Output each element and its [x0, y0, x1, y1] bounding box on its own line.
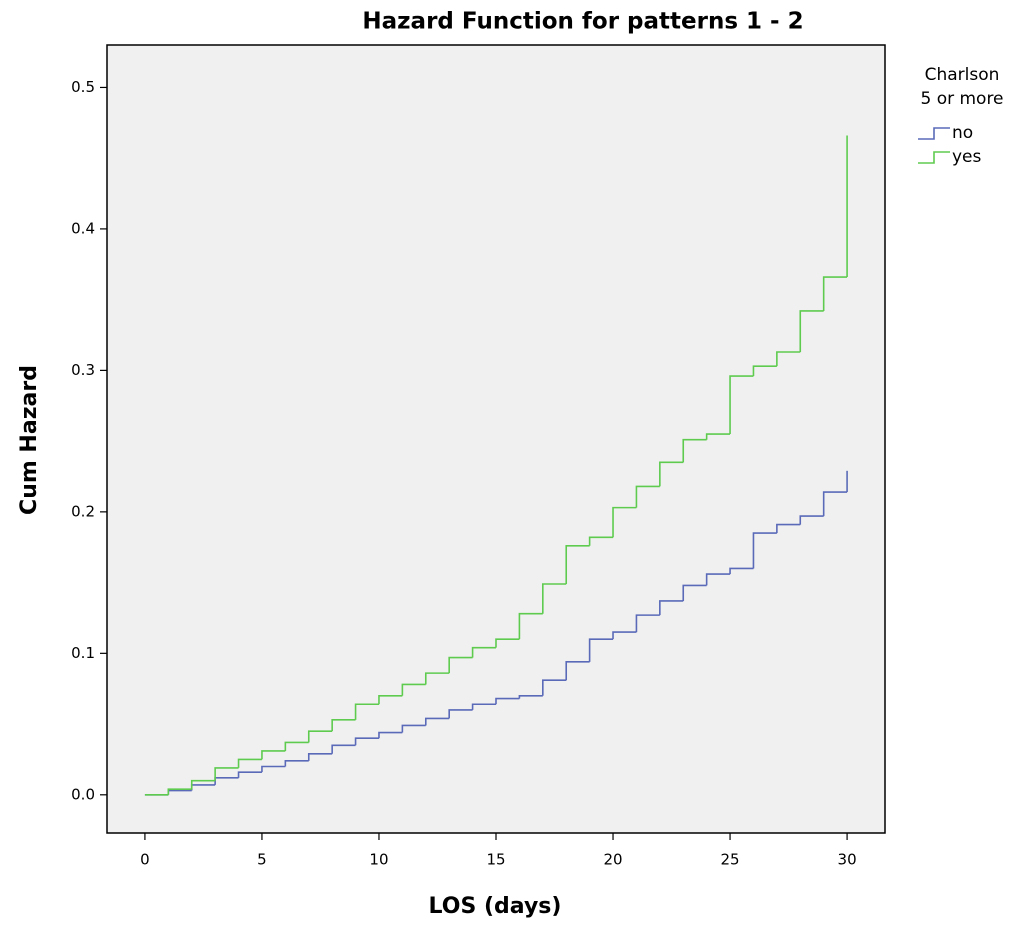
- step-segment: [565, 545, 590, 585]
- step-segment: [378, 694, 403, 705]
- y-tick-label: 0.4: [71, 219, 95, 237]
- legend-title: 5 or more: [920, 89, 1003, 109]
- step-segment: [331, 719, 356, 732]
- step-segment: [424, 717, 450, 726]
- step-segment: [190, 779, 216, 790]
- step-segment: [635, 485, 660, 508]
- step-segment: [729, 567, 754, 575]
- step-segment: [424, 672, 450, 685]
- step-segment: [705, 573, 731, 586]
- step-segment: [705, 433, 731, 440]
- step-segment: [401, 724, 426, 733]
- x-tick-label: 0: [140, 851, 150, 869]
- x-tick-label: 5: [257, 851, 267, 869]
- plot-area: [106, 44, 886, 834]
- step-segment: [378, 731, 403, 739]
- step-segment: [471, 646, 496, 658]
- legend-label: no: [952, 123, 973, 143]
- step-segment: [471, 703, 496, 710]
- y-axis-title: Cum Hazard: [17, 365, 42, 515]
- step-segment: [448, 709, 473, 719]
- step-segment: [261, 765, 286, 773]
- y-tick-label: 0.3: [71, 361, 95, 379]
- y-tick-label: 0.5: [71, 78, 95, 96]
- step-segment: [495, 638, 520, 648]
- step-segment: [518, 612, 543, 640]
- step-segment: [588, 536, 614, 546]
- step-segment: [682, 584, 707, 601]
- x-tick-label: 10: [369, 851, 388, 869]
- y-tick-label: 0.0: [71, 785, 95, 803]
- step-segment: [495, 697, 520, 705]
- step-segment: [752, 532, 777, 569]
- step-segment: [237, 771, 262, 778]
- step-segment: [284, 741, 309, 751]
- step-segment: [542, 583, 567, 614]
- step-segment: [612, 631, 637, 640]
- y-tick-label: 0.2: [71, 502, 95, 520]
- step-segment: [635, 614, 660, 633]
- step-segment: [448, 656, 473, 674]
- step-segment: [565, 661, 590, 681]
- step-segment: [822, 491, 848, 517]
- step-segment: [682, 438, 707, 463]
- chart-title: Hazard Function for patterns 1 - 2: [362, 9, 803, 35]
- legend-label: yes: [952, 147, 982, 167]
- step-segment: [354, 737, 379, 746]
- step-segment: [307, 752, 333, 761]
- step-segment: [331, 744, 356, 754]
- step-segment: [799, 515, 824, 525]
- legend-swatch: [918, 151, 950, 164]
- step-segment: [612, 506, 637, 538]
- step-segment: [542, 679, 567, 696]
- legend-swatch: [918, 127, 950, 140]
- step-segment: [776, 351, 801, 367]
- x-tick-label: 30: [838, 851, 857, 869]
- step-segment: [729, 375, 754, 435]
- step-segment: [799, 310, 824, 352]
- step-segment: [588, 638, 614, 662]
- x-tick-label: 25: [721, 851, 740, 869]
- step-segment: [354, 703, 379, 720]
- step-segment: [284, 760, 309, 767]
- x-axis-title: LOS (days): [429, 894, 562, 919]
- step-segment: [776, 523, 801, 534]
- step-segment: [822, 276, 848, 311]
- legend-title: Charlson: [925, 65, 1000, 85]
- step-segment: [307, 730, 333, 743]
- step-segment: [401, 683, 426, 696]
- x-tick-label: 20: [603, 851, 622, 869]
- step-segment: [237, 758, 262, 768]
- x-tick-label: 15: [486, 851, 505, 869]
- step-segment: [752, 365, 777, 377]
- step-segment: [261, 750, 286, 760]
- y-tick-label: 0.1: [71, 644, 95, 662]
- step-segment: [214, 767, 239, 781]
- step-segment: [659, 461, 684, 487]
- step-segment: [167, 788, 192, 795]
- step-segment: [518, 694, 543, 699]
- step-segment: [659, 600, 684, 616]
